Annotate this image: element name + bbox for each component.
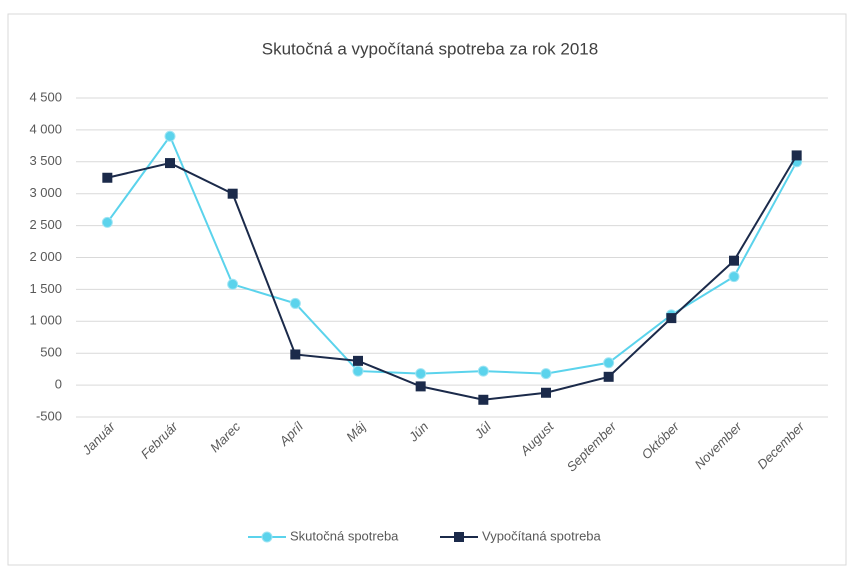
point: [454, 532, 464, 542]
point: [415, 368, 427, 380]
y-tick-label: 4 000: [29, 121, 62, 136]
point: [477, 365, 489, 377]
point: [541, 387, 551, 398]
point: [729, 255, 739, 266]
point: [478, 394, 489, 405]
y-tick-label: 4 500: [29, 89, 62, 104]
point: [666, 313, 677, 324]
y-tick-label: 1 000: [29, 313, 62, 328]
y-tick-label: 3 000: [29, 185, 62, 200]
y-tick-label: 2 000: [29, 249, 62, 264]
point: [290, 349, 301, 360]
point: [102, 172, 113, 183]
y-tick-label: 0: [55, 377, 62, 392]
point: [289, 297, 301, 309]
point: [164, 130, 176, 142]
y-tick-label: 2 500: [29, 217, 62, 232]
legend-label: Skutočná spotreba: [290, 528, 399, 543]
point: [261, 531, 273, 543]
point: [415, 381, 426, 392]
point: [352, 365, 364, 377]
y-tick-label: -500: [36, 408, 62, 423]
y-tick-label: 3 500: [29, 153, 62, 168]
legend-label: Vypočítaná spotreba: [482, 528, 602, 543]
point: [791, 150, 802, 161]
point: [101, 216, 113, 228]
point: [227, 278, 239, 290]
chart-title: Skutočná a vypočítaná spotreba za rok 20…: [262, 39, 598, 58]
point: [603, 371, 614, 382]
point: [603, 357, 615, 369]
point: [353, 355, 363, 366]
y-tick-label: 500: [40, 345, 62, 360]
y-tick-label: 1 500: [29, 281, 62, 296]
point: [540, 368, 552, 380]
point: [728, 271, 740, 283]
point: [227, 188, 238, 199]
line: [107, 154, 798, 401]
point: [165, 158, 175, 169]
